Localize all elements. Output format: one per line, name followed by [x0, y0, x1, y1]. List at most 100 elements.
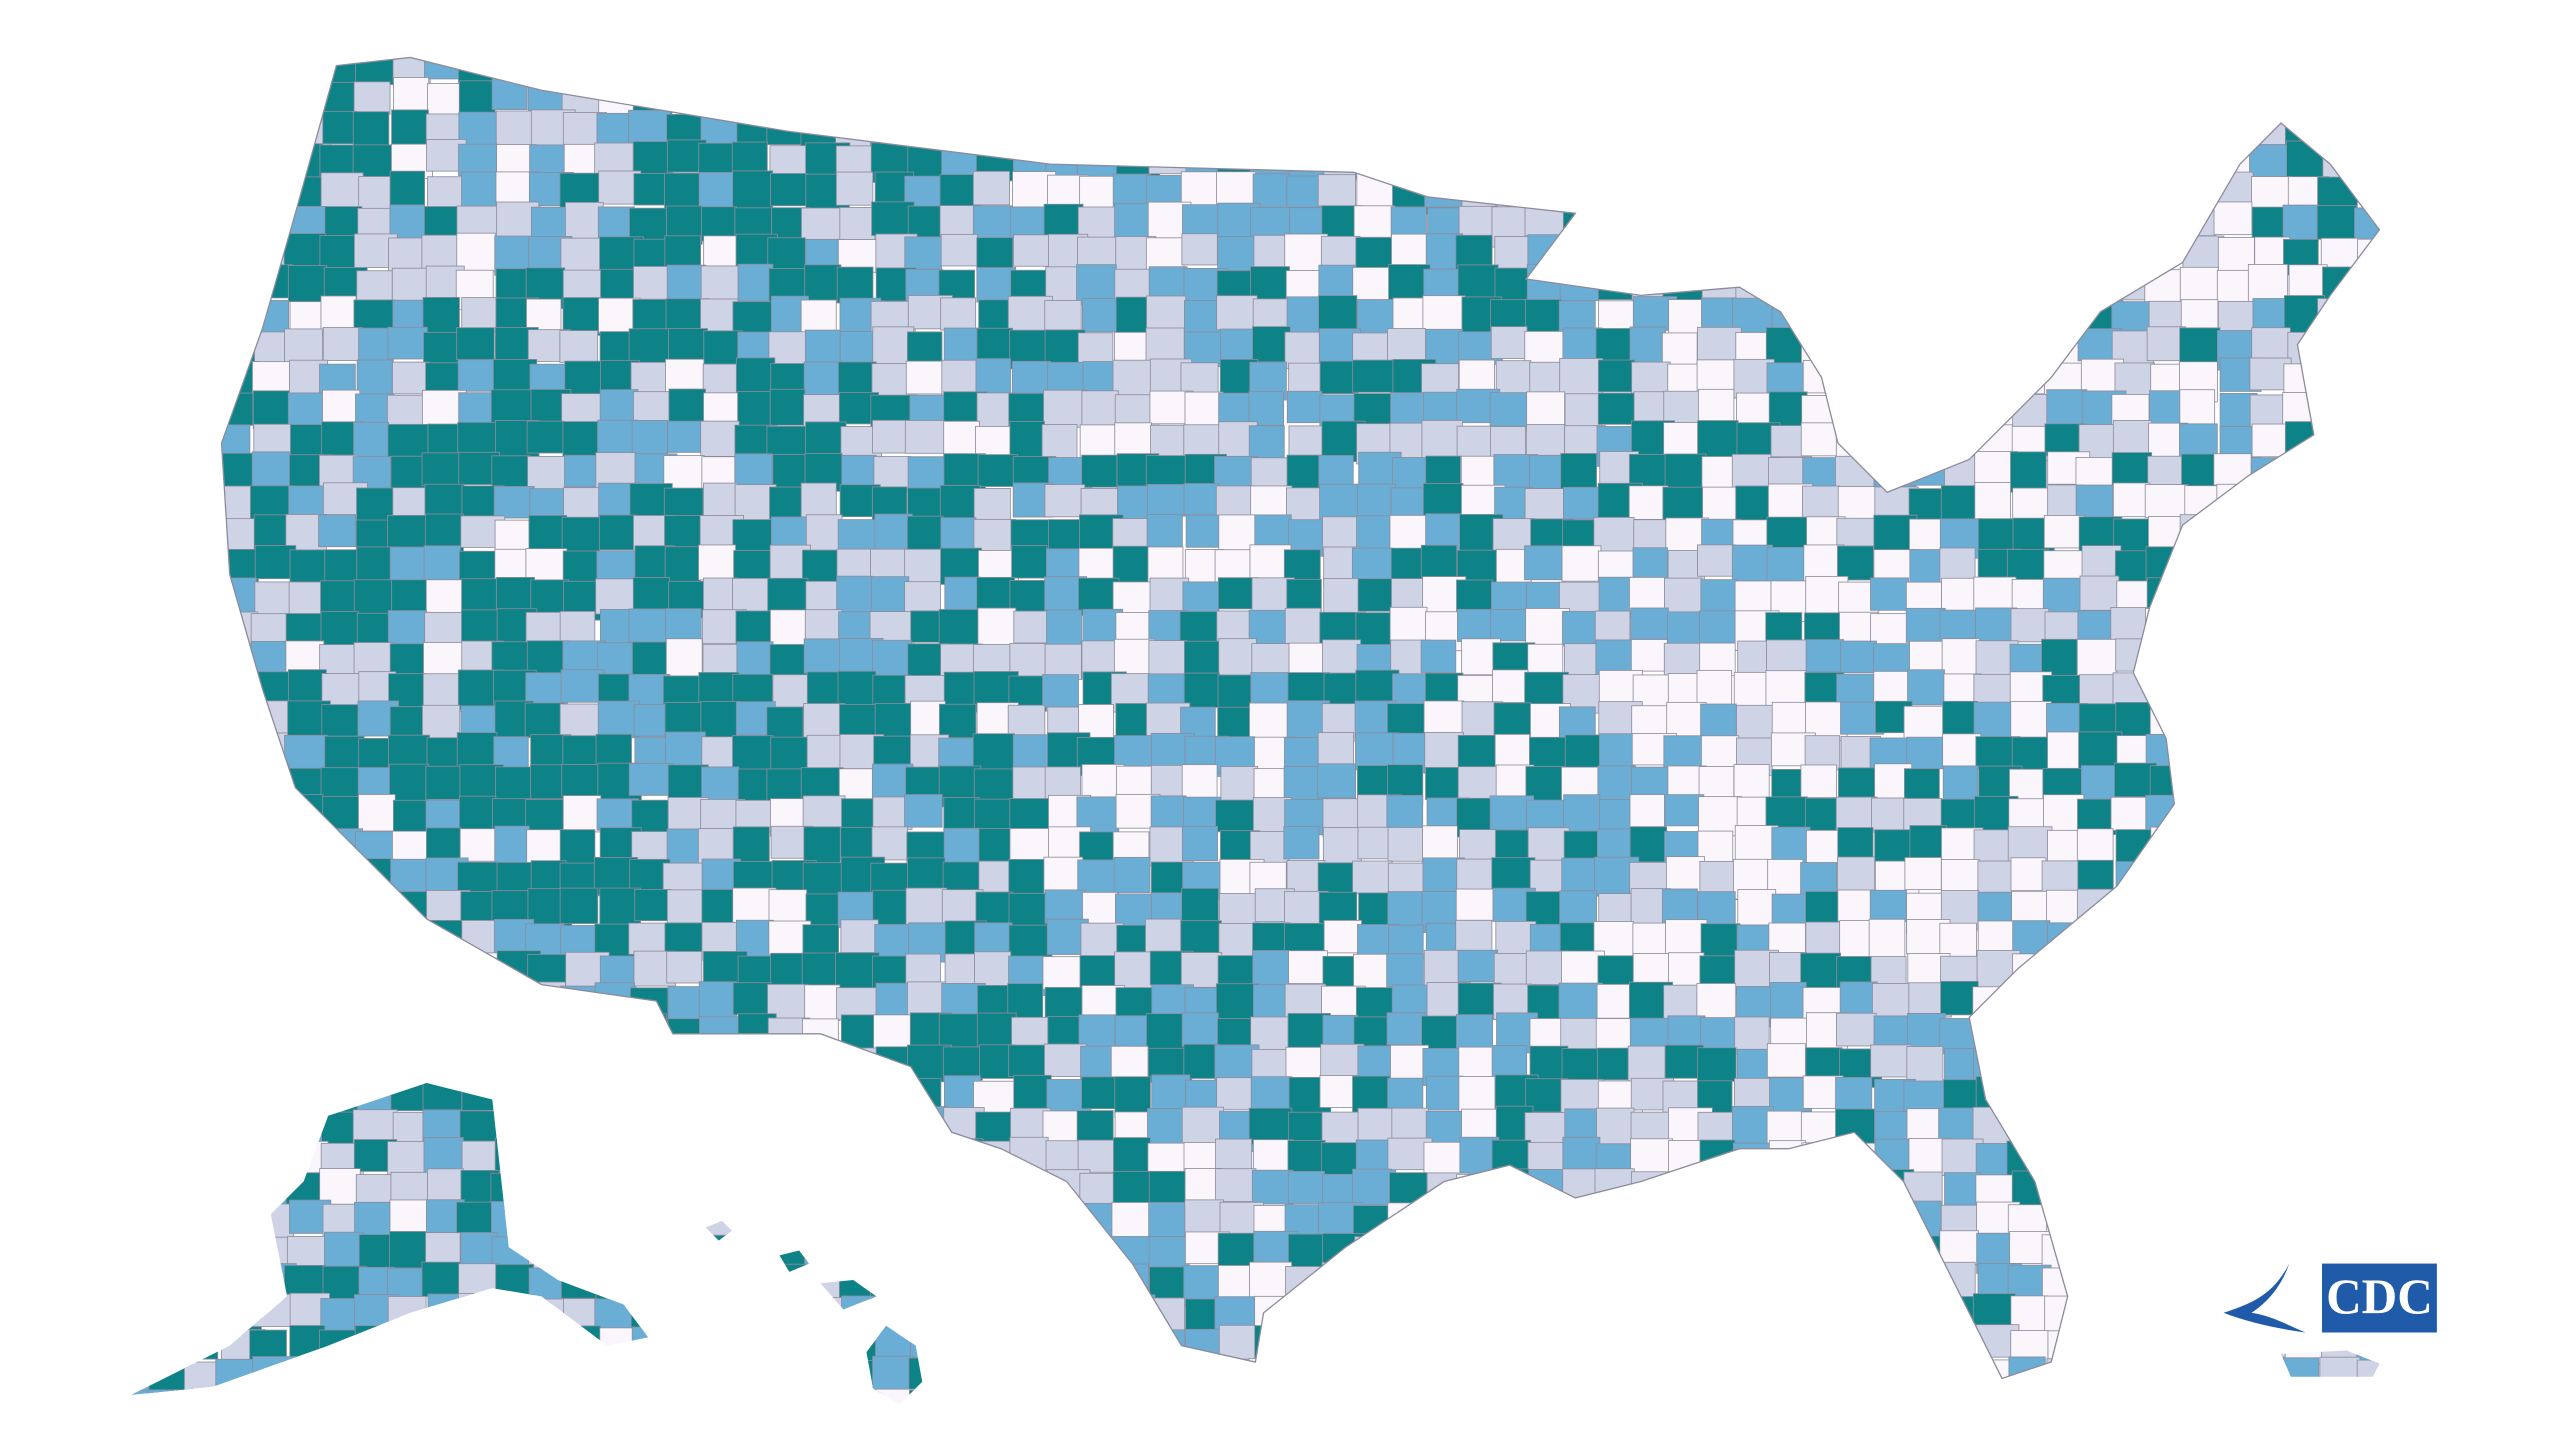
county	[352, 1109, 398, 1146]
county	[1628, 485, 1669, 520]
county	[2316, 205, 2357, 240]
county	[663, 1236, 707, 1274]
county	[665, 1329, 705, 1368]
county	[458, 1263, 500, 1305]
county	[1358, 1360, 1396, 1402]
county	[389, 984, 432, 1021]
county	[389, 1199, 429, 1236]
county	[976, 1329, 1020, 1369]
county	[1875, 1293, 1919, 1328]
county	[699, 1016, 741, 1058]
county	[1904, 111, 1941, 153]
county	[2216, 483, 2253, 521]
county	[870, 57, 909, 88]
county	[1629, 326, 1666, 367]
county	[2284, 1205, 2322, 1240]
county	[559, 703, 600, 737]
county	[1731, 453, 1772, 489]
county	[2009, 359, 2049, 395]
county	[2247, 264, 2289, 305]
county	[1940, 57, 1982, 88]
county	[2179, 890, 2218, 926]
county	[2181, 1265, 2221, 1299]
county	[1250, 672, 1290, 705]
county	[1563, 794, 1601, 834]
county	[220, 1080, 261, 1115]
county	[146, 1264, 190, 1304]
county	[2392, 1046, 2432, 1079]
county	[180, 233, 223, 271]
county	[1493, 1329, 1532, 1369]
county	[2080, 236, 2120, 271]
county	[183, 673, 220, 707]
county	[1870, 1325, 1908, 1359]
county	[150, 80, 187, 114]
county	[1493, 141, 1538, 181]
county	[2321, 1233, 2357, 1270]
county	[562, 1235, 606, 1277]
county	[2282, 1017, 2323, 1055]
county	[319, 1329, 356, 1368]
county	[1975, 1359, 2014, 1401]
county	[250, 796, 293, 836]
county	[1836, 239, 1874, 273]
county	[697, 1112, 743, 1152]
county	[1388, 1293, 1427, 1331]
county	[1664, 794, 1705, 827]
county	[839, 1204, 878, 1241]
county	[2043, 265, 2082, 304]
county	[150, 672, 188, 715]
county	[698, 544, 736, 581]
county	[318, 890, 361, 932]
county	[2319, 329, 2361, 371]
county	[1081, 454, 1118, 488]
county	[459, 828, 500, 862]
county	[1319, 483, 1359, 522]
county	[1765, 796, 1808, 829]
county	[1594, 174, 1633, 208]
county	[736, 1199, 777, 1235]
county	[771, 1325, 813, 1363]
county	[2179, 1388, 2218, 1405]
county	[668, 1293, 712, 1330]
county	[1461, 143, 1503, 183]
county	[2046, 175, 2084, 213]
county	[182, 765, 223, 799]
county	[1287, 1140, 1326, 1174]
county	[1837, 175, 1876, 214]
county	[770, 173, 808, 207]
county	[2112, 953, 2152, 986]
county	[1909, 327, 1948, 363]
county	[2046, 203, 2091, 243]
county	[628, 922, 670, 955]
county	[1765, 57, 1808, 85]
county	[1769, 80, 1810, 113]
county	[804, 1235, 841, 1270]
county	[801, 207, 843, 243]
county	[1628, 142, 1671, 176]
county	[598, 57, 638, 91]
county	[1457, 949, 1499, 983]
county	[1352, 77, 1393, 113]
county	[2075, 206, 2118, 249]
county	[563, 1205, 604, 1241]
county	[1080, 1390, 1121, 1405]
county	[180, 483, 223, 522]
county	[732, 826, 770, 863]
county	[184, 57, 222, 87]
county	[1353, 1391, 1398, 1405]
county	[1527, 1387, 1570, 1405]
county	[735, 357, 776, 397]
county	[1629, 576, 1666, 613]
county	[2388, 1356, 2428, 1388]
county	[1665, 111, 1707, 149]
county	[2043, 1169, 2082, 1202]
county	[2043, 299, 2081, 339]
county	[1012, 1298, 1055, 1340]
county	[1661, 332, 1698, 366]
county	[147, 1107, 189, 1145]
county	[1458, 1201, 1496, 1239]
county	[1736, 1391, 1779, 1405]
county	[459, 795, 497, 830]
county	[905, 887, 948, 929]
